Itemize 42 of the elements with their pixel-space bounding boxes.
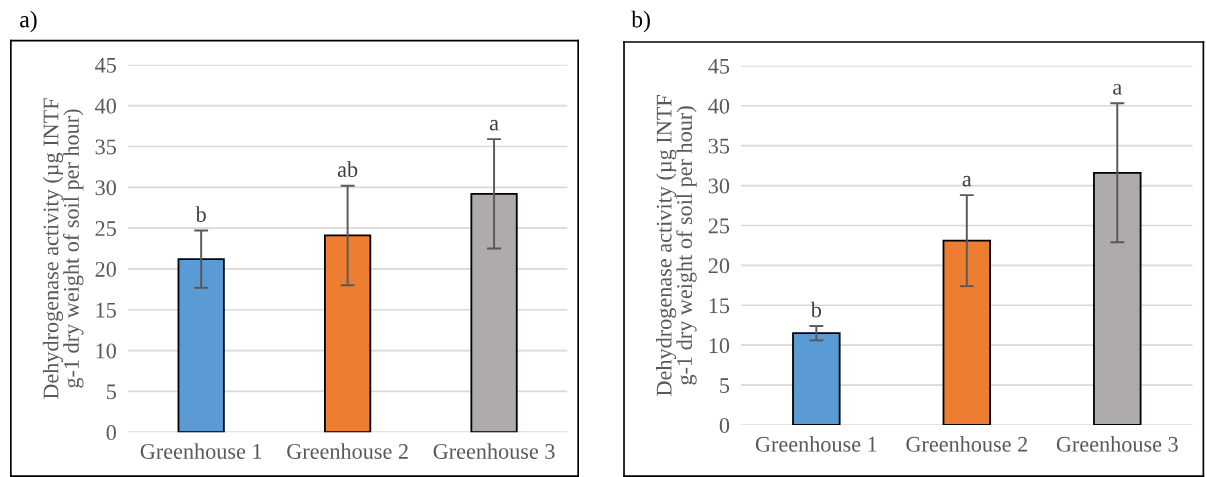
annotation: ab <box>337 161 358 177</box>
y-axis-title: Dehydrogenase activity (µg INTF g-1 dry weight of soil per hour) <box>656 95 697 396</box>
y-tick-label: 10 <box>709 338 730 354</box>
chart-title: b) <box>631 10 650 33</box>
y-tick-label: 35 <box>708 138 730 154</box>
y-tick-label: 45 <box>95 57 116 73</box>
bar <box>792 332 841 426</box>
x-tick-label: Greenhouse 2 <box>906 436 1027 452</box>
x-tick-label: Greenhouse 3 <box>1056 436 1178 452</box>
y-tick-label: 0 <box>106 425 116 441</box>
annotation: a <box>962 175 972 187</box>
y-tick-label: 20 <box>708 258 730 274</box>
y-tick-label: 5 <box>720 378 730 394</box>
y-tick-label: 0 <box>719 417 730 433</box>
y-tick-label: 35 <box>95 139 116 155</box>
x-tick-label: Greenhouse 2 <box>287 443 408 459</box>
y-tick-label: 40 <box>95 98 116 114</box>
bar <box>324 234 372 433</box>
y-tick-label: 15 <box>709 298 730 314</box>
bar <box>470 192 518 433</box>
y-tick-label: 25 <box>708 218 730 234</box>
bar <box>1093 171 1142 426</box>
x-tick-label: Greenhouse 1 <box>755 436 877 452</box>
y-tick-label: 20 <box>95 261 116 277</box>
bar <box>942 239 992 426</box>
annotation: b <box>810 301 822 318</box>
annotation: b <box>195 206 206 222</box>
annotation: a <box>489 119 499 131</box>
chart-title: a) <box>20 10 37 33</box>
y-tick-label: 10 <box>96 343 116 359</box>
y-tick-label: 45 <box>708 58 730 74</box>
y-tick-label: 5 <box>107 384 116 400</box>
y-tick-label: 30 <box>95 180 116 196</box>
x-tick-label: Greenhouse 1 <box>140 443 262 459</box>
y-tick-label: 30 <box>708 178 730 194</box>
annotation: a <box>1113 84 1122 95</box>
x-tick-label: Greenhouse 3 <box>433 443 555 459</box>
y-tick-label: 40 <box>708 98 730 114</box>
bar <box>177 258 225 433</box>
y-tick-label: 15 <box>96 302 116 318</box>
y-axis-title: Dehydrogenase activity (µg INTF g-1 dry weight of soil per hour) <box>42 98 84 399</box>
y-tick-label: 25 <box>95 221 116 237</box>
